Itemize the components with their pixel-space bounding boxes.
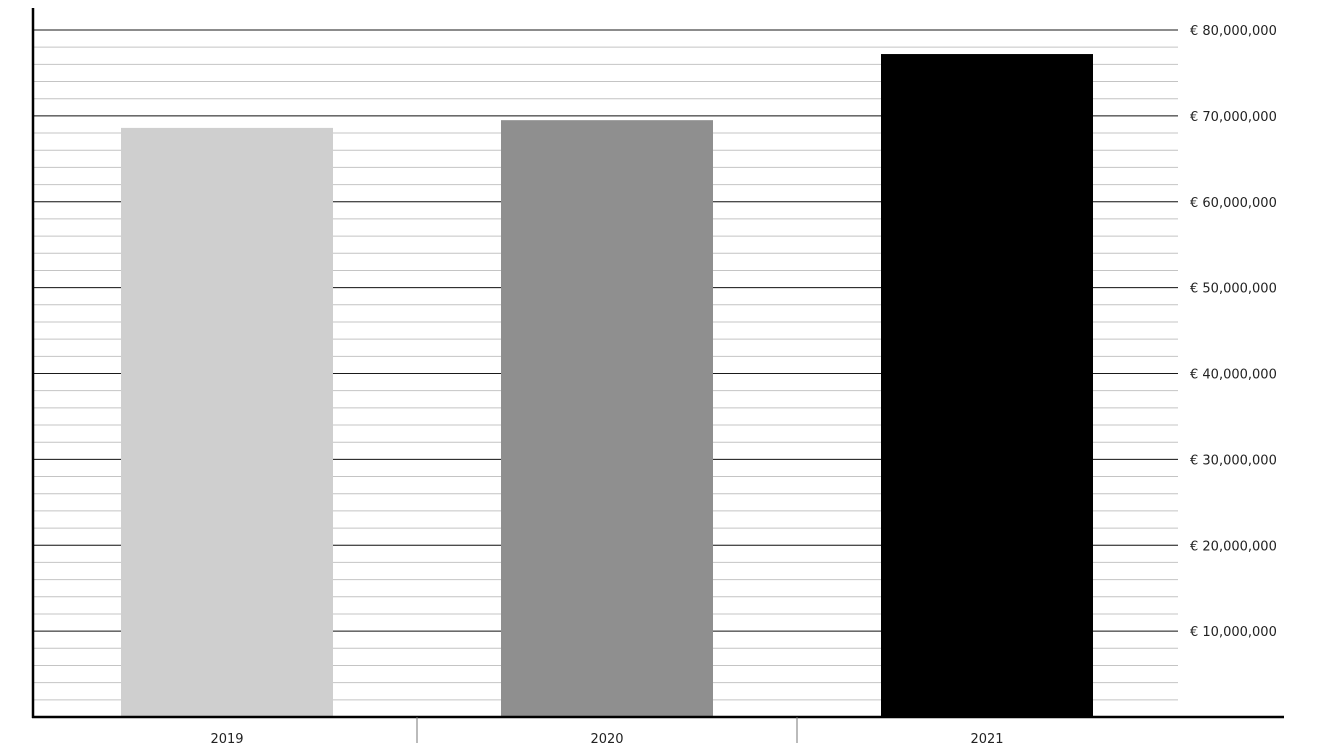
x-tick-labels: 2019 2020 2021 xyxy=(210,732,1003,747)
y-tick-label: € 40,000,000 xyxy=(1190,368,1277,383)
bar-2020 xyxy=(501,120,713,717)
x-tick-label: 2021 xyxy=(970,732,1003,747)
y-tick-label: € 20,000,000 xyxy=(1190,539,1277,554)
x-tick-label: 2019 xyxy=(210,732,243,747)
bars xyxy=(121,54,1093,718)
bar-2019 xyxy=(121,127,333,717)
bar-2021 xyxy=(881,54,1093,718)
y-tick-label: € 50,000,000 xyxy=(1190,282,1277,297)
y-tick-label: € 80,000,000 xyxy=(1190,24,1277,39)
x-tick-label: 2020 xyxy=(590,732,623,747)
y-tick-label: € 10,000,000 xyxy=(1190,625,1277,640)
y-tick-label: € 30,000,000 xyxy=(1190,453,1277,468)
y-tick-label: € 70,000,000 xyxy=(1190,110,1277,125)
y-tick-labels: € 10,000,000 € 20,000,000 € 30,000,000 € 40… xyxy=(1190,24,1277,640)
axes xyxy=(31,8,1284,743)
y-tick-label: € 60,000,000 xyxy=(1190,196,1277,211)
